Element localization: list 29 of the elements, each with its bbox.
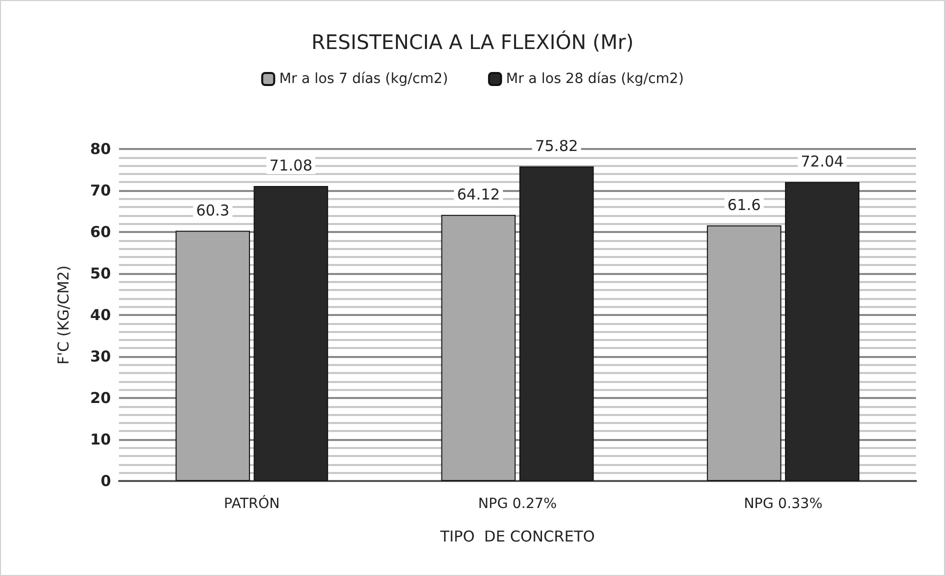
bar [176,230,250,481]
bar [254,186,328,481]
data-label: 71.08 [269,156,312,175]
data-label: 61.6 [727,196,761,214]
data-label: 60.3 [196,201,230,220]
x-tick-label: NPG 0.27% [478,496,557,512]
legend-label: Mr a los 7 días (kg/cm2) [279,71,448,87]
y-axis-title: F'C (KG/CM2) [54,265,72,365]
chart-title: RESISTENCIA A LA FLEXIÓN (Mr) [311,30,634,54]
data-label: 72.04 [800,152,844,171]
bar [519,166,594,481]
y-tick-label: 50 [90,264,111,282]
data-label: 75.82 [535,136,578,155]
bar [706,225,782,481]
legend-label: Mr a los 28 días (kg/cm2) [506,71,684,87]
bar [785,182,860,481]
y-tick-label: 40 [90,306,111,324]
y-tick-label: 70 [90,182,111,200]
y-tick-label: 80 [90,140,111,158]
x-axis-title: TIPO DE CONCRETO [439,528,595,546]
x-tick-label: NPG 0.33% [744,496,823,512]
data-label: 64.12 [456,185,500,204]
bar [441,214,516,481]
y-tick-label: 0 [100,472,111,490]
x-tick-label: PATRÓN [224,495,280,512]
y-tick-label: 30 [90,348,111,366]
y-tick-label: 20 [90,389,111,407]
y-tick-label: 10 [90,430,111,448]
y-tick-label: 60 [90,223,111,241]
